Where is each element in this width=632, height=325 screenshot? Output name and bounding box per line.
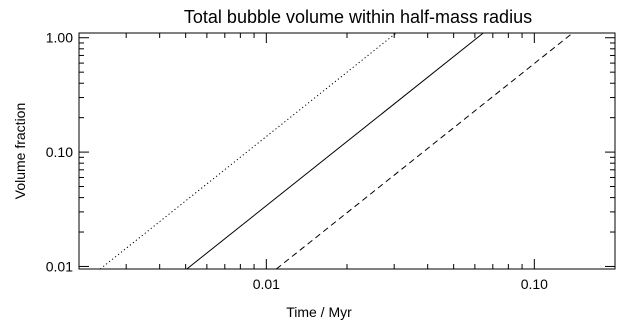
chart-title: Total bubble volume within half-mass rad… (184, 7, 532, 27)
y-tick-label: 0.01 (46, 258, 73, 274)
y-axis-label: Volume fraction (12, 103, 28, 200)
y-tick-label: 1.00 (46, 30, 73, 46)
series-line-dotted (99, 32, 397, 270)
x-axis-label: Time / Myr (286, 304, 352, 320)
x-tick-label: 0.10 (521, 276, 548, 292)
axis-ticks: 0.01 0.10 0.01 0.10 1.00 (46, 30, 616, 292)
plot-frame (78, 32, 616, 270)
series-line-dashed (276, 32, 573, 270)
series-group (99, 32, 573, 270)
x-tick-label: 0.01 (253, 276, 280, 292)
series-line-solid (186, 32, 484, 270)
y-tick-label: 0.10 (46, 144, 73, 160)
